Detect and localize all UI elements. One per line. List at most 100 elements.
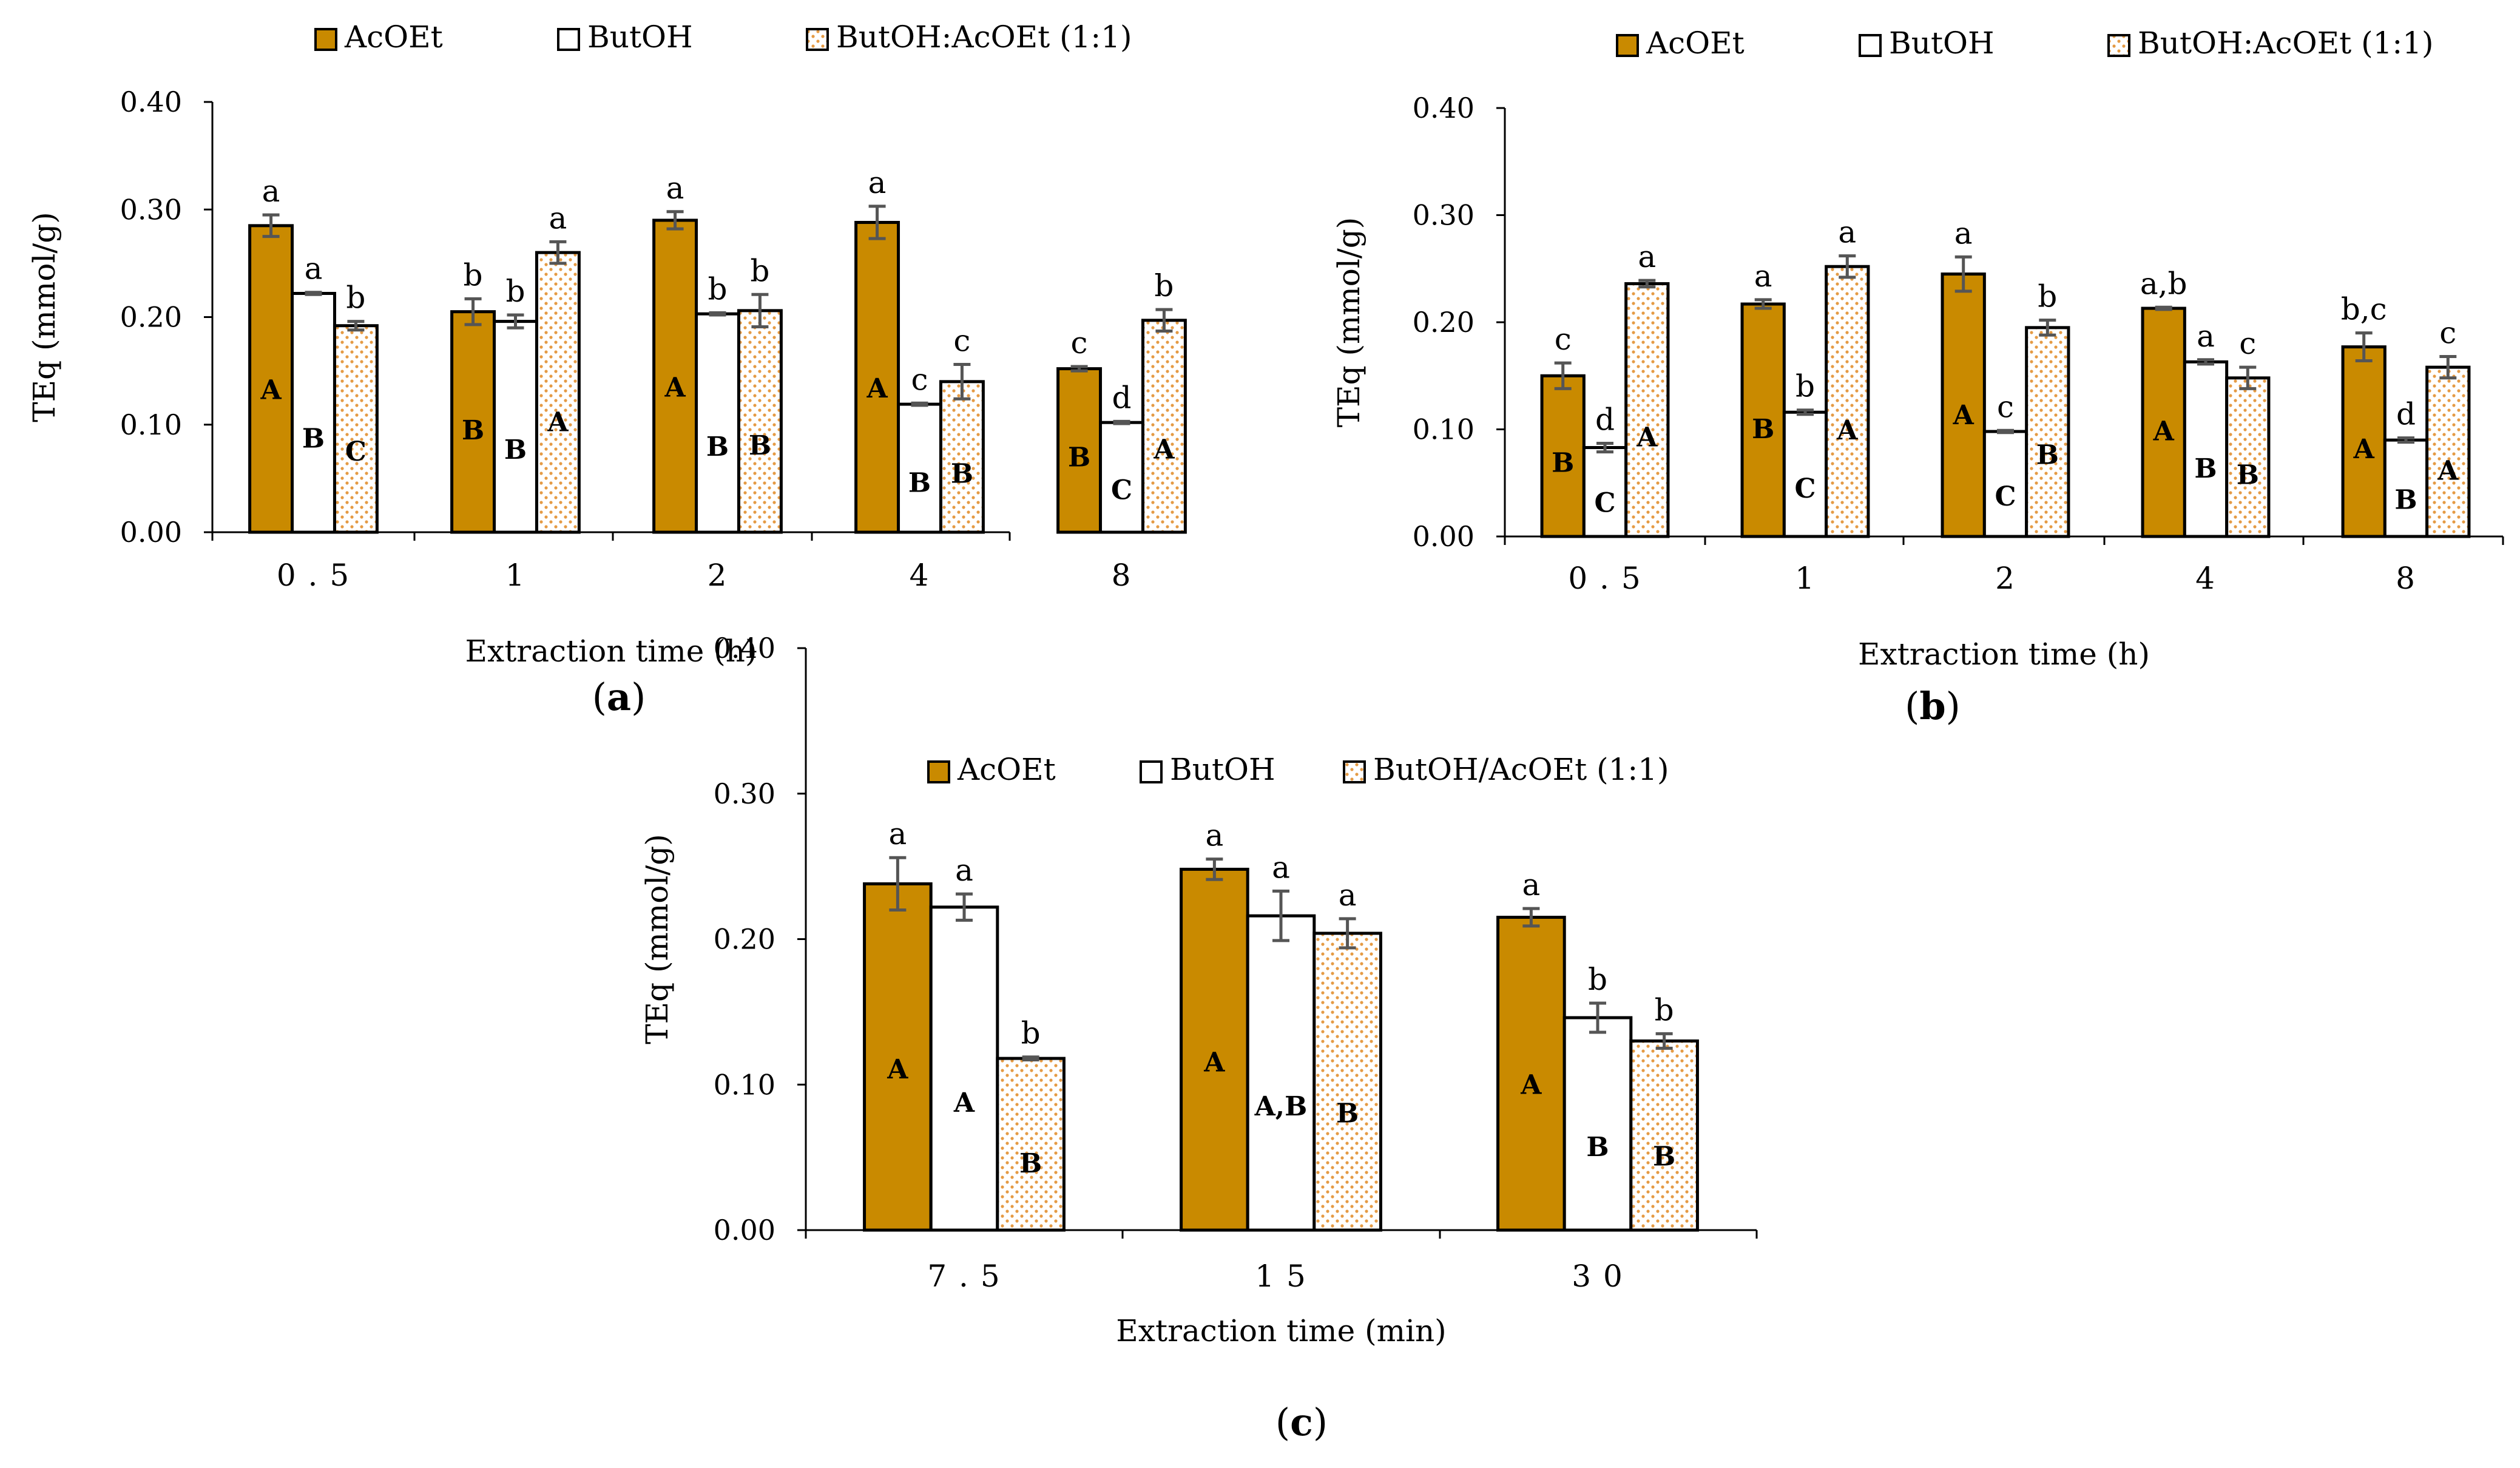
significance-letter: c	[1555, 322, 1572, 357]
legend-swatch-2	[557, 28, 580, 51]
significance-letter: c	[1997, 389, 2014, 424]
group-letter: B	[706, 431, 729, 462]
significance-letter: a	[666, 171, 684, 206]
y-tick-label: 0.40	[714, 632, 775, 665]
bar-butohacoet	[2425, 365, 2471, 538]
group-letter: A	[953, 1087, 975, 1118]
legend-label-2: ButOH	[1889, 25, 1995, 61]
significance-letter: d	[1112, 380, 1131, 415]
significance-letter: c	[2439, 315, 2456, 350]
significance-letter: a	[888, 816, 907, 851]
y-tick-label: 0.00	[120, 516, 182, 549]
x-tick-label: 8	[2396, 561, 2416, 596]
bar-butohacoet	[333, 324, 379, 534]
y-axis-label: TEq (mmol/g)	[640, 834, 675, 1044]
y-axis-label: TEq (mmol/g)	[27, 212, 62, 422]
significance-letter: b	[505, 274, 525, 309]
bar-butoh	[291, 292, 336, 534]
significance-letter: a	[305, 251, 323, 286]
y-tick-label: 0.40	[1413, 92, 1475, 124]
group-letter: B	[504, 435, 527, 465]
y-tick-label: 0.30	[714, 777, 775, 810]
significance-letter: a	[549, 200, 567, 235]
bar-butohacoet	[939, 380, 985, 534]
x-tick-label: 7 . 5	[927, 1259, 1001, 1294]
significance-letter: b	[708, 271, 727, 306]
legend-label-1: AcOEt	[344, 19, 443, 55]
group-letter: A,B	[1254, 1091, 1308, 1122]
x-tick-label: 1 5	[1255, 1259, 1307, 1294]
group-letter: C	[1794, 473, 1816, 504]
legend-swatch-2	[1140, 760, 1163, 783]
bar-butohacoet	[2225, 376, 2271, 538]
group-letter: B	[302, 424, 325, 455]
group-letter: C	[1995, 481, 2016, 512]
bar-acoet	[1540, 374, 1586, 538]
group-letter: B	[749, 430, 771, 461]
legend-label-3: ButOH:AcOEt (1:1)	[2138, 25, 2434, 61]
significance-letter: b	[1588, 962, 1607, 997]
bar-acoet	[863, 882, 933, 1232]
group-letter: A	[1953, 400, 1974, 431]
significance-letter: a,b	[2140, 266, 2187, 301]
significance-letter: b	[1021, 1016, 1041, 1051]
bar-butoh	[1562, 1016, 1633, 1232]
bar-acoet	[1740, 302, 1786, 538]
bar-butohacoet	[996, 1057, 1066, 1232]
significance-letter: a	[1272, 850, 1290, 885]
bar-butoh	[695, 312, 740, 534]
y-tick-label: 0.10	[714, 1068, 775, 1101]
x-tick-label: 0 . 5	[1568, 561, 1641, 596]
significance-letter: c	[2239, 326, 2256, 361]
group-letter: A	[2437, 455, 2459, 486]
group-letter: A	[887, 1054, 908, 1085]
bar-butohacoet	[535, 251, 581, 534]
significance-letter: b	[1154, 268, 1174, 303]
legend-swatch-3	[806, 28, 829, 51]
y-tick-label: 0.10	[120, 408, 182, 441]
x-tick-label: 2	[708, 558, 728, 593]
legend-label-3: ButOH:AcOEt (1:1)	[836, 19, 1132, 55]
group-letter: A	[1636, 422, 1658, 453]
significance-letter: c	[911, 362, 928, 397]
group-letter: A	[260, 375, 282, 406]
bar-acoet	[854, 221, 900, 534]
significance-letter: c	[1071, 325, 1088, 360]
significance-letter: a	[1754, 259, 1772, 294]
legend-label-2: ButOH	[587, 19, 693, 55]
panel-label: (a)	[592, 675, 646, 719]
y-tick-label: 0.20	[714, 923, 775, 956]
bar-butohacoet	[737, 309, 783, 534]
significance-letter: b	[346, 280, 365, 316]
bar-butoh	[1246, 914, 1316, 1232]
significance-letter: d	[1595, 402, 1615, 437]
significance-letter: a	[1522, 867, 1540, 902]
legend-swatch-3	[1343, 760, 1366, 783]
group-letter: C	[1594, 487, 1615, 518]
significance-letter: a	[1638, 239, 1656, 274]
group-letter: C	[1111, 475, 1132, 506]
bar-butoh	[1099, 421, 1144, 534]
legend-label-1: AcOEt	[1646, 25, 1745, 61]
y-tick-label: 0.30	[120, 193, 182, 226]
y-axis-label: TEq (mmol/g)	[1331, 217, 1366, 428]
bar-butoh	[2383, 438, 2429, 538]
bar-butoh	[1782, 410, 1828, 538]
x-axis-label: Extraction time (h)	[1858, 637, 2150, 672]
group-letter: A	[1836, 415, 1858, 446]
significance-letter: a	[1954, 215, 1973, 251]
group-letter: A	[664, 372, 686, 403]
bar-butohacoet	[1629, 1039, 1699, 1232]
bar-butohacoet	[1624, 282, 1670, 538]
group-letter: B	[908, 468, 931, 499]
group-letter: B	[2036, 439, 2059, 470]
significance-letter: a	[1205, 818, 1223, 853]
group-letter: A	[1153, 434, 1175, 465]
bar-butohacoet	[1312, 932, 1382, 1232]
x-tick-label: 1	[1795, 561, 1816, 596]
panel-c: AcOEt ButOH ButOH/AcOEt (1:1) 0.00 0.10 0.20 0…	[640, 632, 1758, 1444]
bar-butohacoet	[1825, 265, 1870, 538]
group-letter: A	[2353, 434, 2375, 465]
y-tick-label: 0.00	[714, 1214, 775, 1246]
